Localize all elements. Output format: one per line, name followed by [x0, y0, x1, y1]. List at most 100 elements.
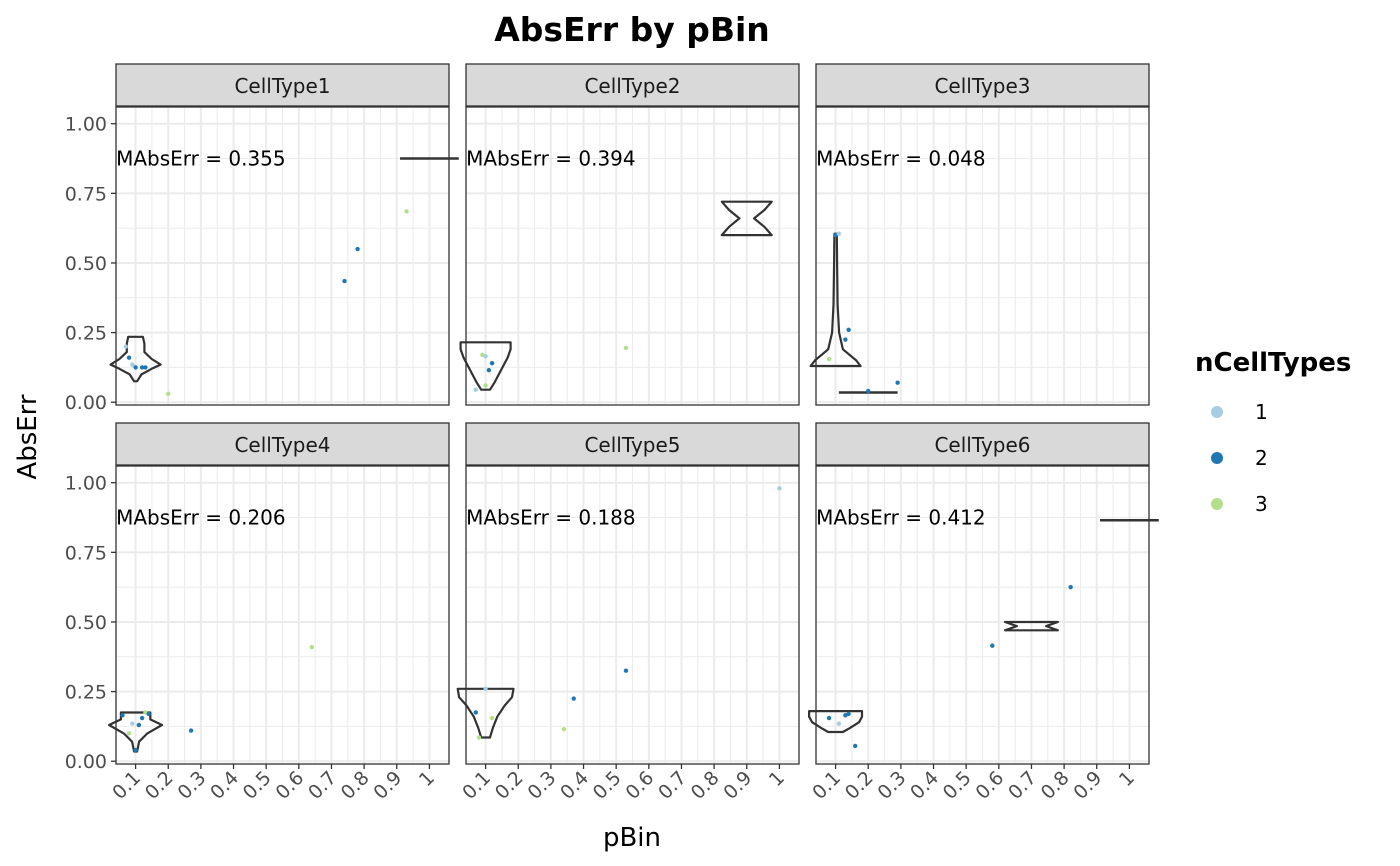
mabserr-annotation: MAbsErr = 0.206 [116, 506, 286, 530]
facet-strip-label: CellType5 [584, 433, 680, 457]
panel-border [815, 106, 1150, 406]
legend-key-label: 1 [1255, 400, 1268, 424]
data-point [130, 721, 135, 726]
gridlines [116, 466, 449, 764]
data-point [476, 735, 482, 740]
data-point [486, 367, 492, 373]
facet-strip [815, 63, 1150, 107]
data-point [126, 355, 132, 360]
data-point [895, 380, 900, 385]
data-point [136, 722, 142, 728]
data-point [623, 668, 629, 673]
data-point [623, 345, 629, 351]
data-point [473, 387, 478, 392]
mabserr-annotation: MAbsErr = 0.394 [466, 147, 636, 171]
data-point [836, 231, 842, 236]
y-tick-label: 1.00 [65, 114, 107, 136]
facet-strip [465, 422, 800, 466]
data-point [120, 713, 125, 718]
facet-strip-label: CellType4 [234, 433, 330, 457]
data-point [473, 710, 478, 715]
gridlines [116, 107, 449, 405]
gridlines [816, 466, 1149, 764]
data-point [826, 356, 832, 362]
chart-title: AbsErr by pBin [494, 10, 770, 49]
panel-border [815, 465, 1150, 765]
facet-panel: CellType2 MAbsErr = 0.394 [459, 63, 800, 406]
y-tick-label: 0.25 [65, 682, 107, 704]
data-point [852, 743, 858, 749]
panel-border [465, 465, 800, 765]
facet-strip [815, 422, 1150, 466]
legend-key-swatch [1211, 452, 1223, 464]
data-point [483, 686, 488, 692]
y-tick-label: 0.50 [65, 253, 107, 275]
facet-strip [115, 63, 450, 107]
data-point [146, 711, 151, 717]
violin [1003, 620, 1059, 632]
facet-panel: CellType3 MAbsErr = 0.048 [809, 63, 1150, 406]
data-point [826, 715, 832, 721]
data-point [166, 391, 171, 397]
legend-key-label: 3 [1255, 492, 1268, 516]
data-point [309, 644, 315, 650]
facet-strip-label: CellType1 [234, 74, 330, 98]
mabserr-annotation: MAbsErr = 0.188 [466, 506, 636, 530]
data-point [846, 327, 851, 333]
data-point [866, 388, 871, 394]
violin [109, 335, 162, 383]
facet-panel: CellType1 MAbsErr = 0.355 0.00 0.25 0.50 0.75… [65, 63, 459, 414]
data-point [489, 715, 495, 721]
legend-key-label: 2 [1255, 446, 1268, 470]
data-point [836, 721, 842, 726]
x-axis-title: pBin [603, 823, 661, 853]
data-point [1068, 584, 1073, 590]
data-point [571, 696, 576, 701]
data-point [133, 747, 138, 753]
data-point [990, 643, 995, 648]
data-point [133, 365, 138, 370]
violin [456, 687, 515, 739]
facet-strip [465, 63, 800, 107]
gridlines [816, 107, 1149, 405]
data-point [777, 486, 782, 491]
violin [108, 711, 164, 753]
y-tick-label: 0.75 [65, 183, 107, 205]
y-tick-label: 1.00 [65, 473, 107, 495]
legend: nCellTypes 1 2 3 [1195, 348, 1351, 516]
gridlines [466, 107, 799, 405]
y-tick-label: 0.25 [65, 323, 107, 345]
y-tick-label: 0.75 [65, 542, 107, 564]
panel-border [115, 465, 450, 765]
y-axis-title: AbsErr [13, 394, 43, 479]
data-point [404, 209, 409, 214]
facet-strip-label: CellType3 [934, 74, 1030, 98]
data-point [843, 337, 848, 342]
y-tick-label: 0.50 [65, 612, 107, 634]
mabserr-annotation: MAbsErr = 0.048 [816, 147, 986, 171]
panel-border [465, 106, 800, 406]
y-tick-label: 0.00 [65, 392, 107, 414]
data-point [355, 246, 360, 252]
data-point [143, 365, 148, 370]
mabserr-annotation: MAbsErr = 0.412 [816, 506, 986, 530]
data-point [123, 344, 128, 349]
data-point [483, 354, 488, 359]
gridlines [466, 466, 799, 764]
legend-key-swatch [1211, 406, 1223, 418]
facet-strip [115, 422, 450, 466]
violin [720, 200, 773, 237]
facet-strip-label: CellType6 [934, 433, 1030, 457]
panel-border [115, 106, 450, 406]
data-point [139, 365, 145, 370]
violin [808, 710, 864, 734]
data-point [483, 383, 488, 388]
data-point [130, 362, 135, 367]
y-tick-label: 0.00 [65, 751, 107, 773]
legend-key-swatch [1211, 498, 1223, 510]
facet-strip-label: CellType2 [584, 74, 680, 98]
data-point [126, 731, 132, 736]
data-point [561, 726, 567, 732]
